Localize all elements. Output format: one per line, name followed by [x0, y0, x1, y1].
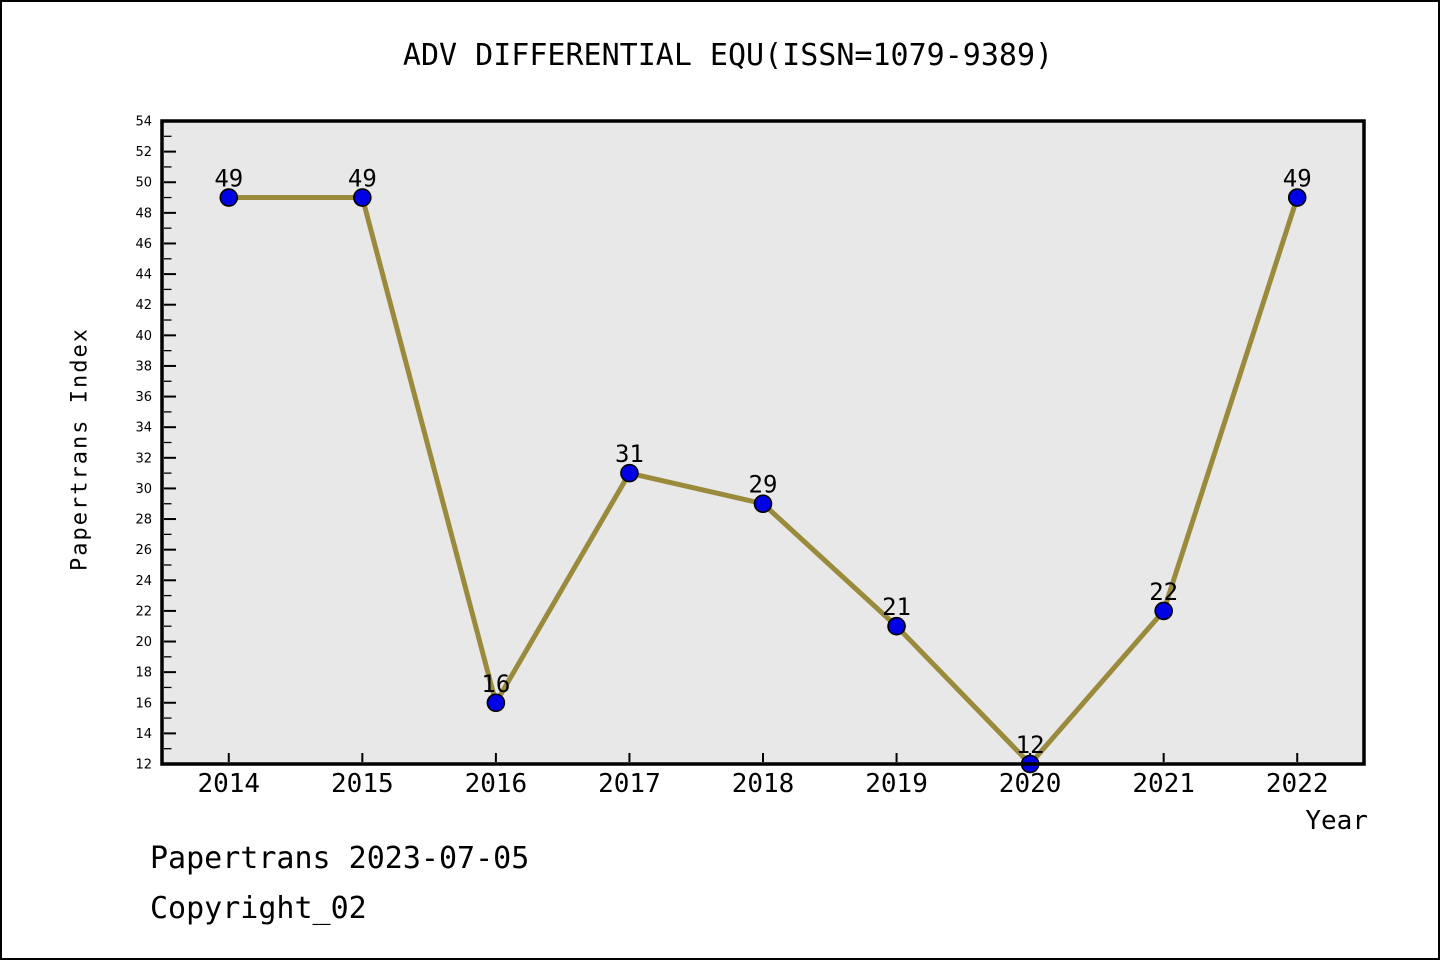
data-point-marker [219, 188, 239, 207]
y-tick-label: 54 [135, 115, 152, 130]
y-tick-label: 32 [135, 451, 152, 466]
value-label: 12 [1016, 731, 1045, 759]
x-tick-label: 2022 [1266, 769, 1329, 799]
data-point-marker [620, 463, 639, 483]
y-tick-label: 38 [135, 359, 152, 374]
y-tick-label: 36 [135, 390, 152, 405]
value-label: 49 [348, 165, 377, 193]
value-label: 49 [214, 165, 243, 193]
value-label: 22 [1149, 578, 1178, 606]
y-tick-label: 30 [135, 482, 152, 497]
watermark-date: Papertrans 2023-07-05 [150, 841, 530, 876]
x-axis-label: Year [1305, 806, 1368, 836]
y-tick-label: 44 [135, 268, 152, 283]
value-label: 49 [1283, 165, 1312, 193]
x-tick-label: 2020 [999, 769, 1062, 799]
x-tick-label: 2017 [598, 769, 661, 799]
x-tick-label: 2019 [865, 769, 928, 799]
x-tick-label: 2014 [197, 769, 260, 799]
y-tick-label: 26 [135, 543, 152, 558]
plot-area [162, 121, 1364, 764]
value-label: 31 [615, 440, 644, 468]
chart-title: ADV DIFFERENTIAL EQU(ISSN=1079-9389) [402, 38, 1054, 73]
y-tick-label: 46 [135, 237, 152, 252]
data-point-marker [887, 616, 906, 636]
value-label: 16 [481, 670, 510, 698]
data-point-marker [486, 693, 506, 713]
y-tick-label: 34 [135, 421, 152, 436]
x-tick-label: 2018 [732, 769, 795, 799]
y-tick-label: 28 [135, 513, 152, 528]
y-tick-label: 22 [135, 604, 152, 619]
y-tick-label: 42 [135, 298, 152, 313]
data-point-marker [1287, 188, 1307, 207]
data-point-marker [753, 494, 773, 514]
y-tick-label: 14 [135, 727, 152, 742]
y-tick-label: 18 [135, 666, 152, 681]
value-label: 21 [882, 593, 911, 621]
watermark-copyright: Copyright_02 [150, 891, 367, 926]
x-tick-label: 2016 [465, 769, 528, 799]
y-tick-label: 16 [135, 696, 152, 711]
y-tick-label: 12 [135, 758, 152, 773]
y-tick-label: 24 [135, 574, 152, 589]
data-point-marker [353, 188, 372, 207]
y-tick-label: 20 [135, 635, 152, 650]
y-tick-label: 50 [135, 176, 152, 191]
y-tick-label: 48 [135, 206, 152, 221]
y-tick-label: 40 [135, 329, 152, 344]
plot-border [160, 119, 1366, 766]
x-tick-label: 2015 [331, 769, 394, 799]
data-point-marker [1154, 601, 1173, 621]
x-tick-label: 2021 [1132, 769, 1195, 799]
y-tick-label: 52 [135, 145, 152, 160]
value-label: 29 [749, 471, 778, 499]
